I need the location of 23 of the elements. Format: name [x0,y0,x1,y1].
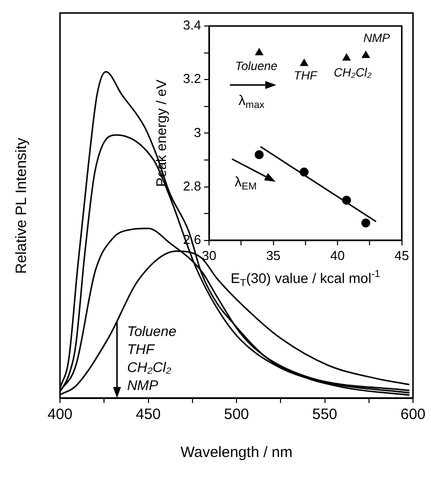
x-tick-label: 45 [394,248,410,263]
annotation: THF [127,340,156,357]
annotation: NMP [363,31,390,46]
annotation: Toluene [127,322,177,339]
annotation: NMP [127,376,159,393]
annotation: THF [294,68,318,83]
x-tick-label: 450 [136,406,161,424]
x-tick-label: 550 [312,406,338,424]
x-tick-label: 35 [266,248,281,263]
x-tick-label: 400 [47,406,73,424]
annotation: CH₂Cl₂ [127,358,172,375]
annotation: Toluene [235,59,278,74]
annotation: CH₂Cl₂ [334,66,372,80]
x-tick-label: 600 [400,406,426,424]
y-tick-label: 2.8 [182,178,202,194]
x-tick-label: 40 [330,248,345,263]
y-tick-label: 3.2 [182,71,202,86]
y-axis-title: Relative PL Intensity [13,137,30,274]
x-tick-label: 30 [202,248,216,263]
y-tick-label: 3.4 [182,18,202,33]
x-axis-title: Wavelength / nm [180,444,293,462]
x-tick-label: 500 [224,406,250,424]
y-tick-label: 3 [194,124,202,140]
